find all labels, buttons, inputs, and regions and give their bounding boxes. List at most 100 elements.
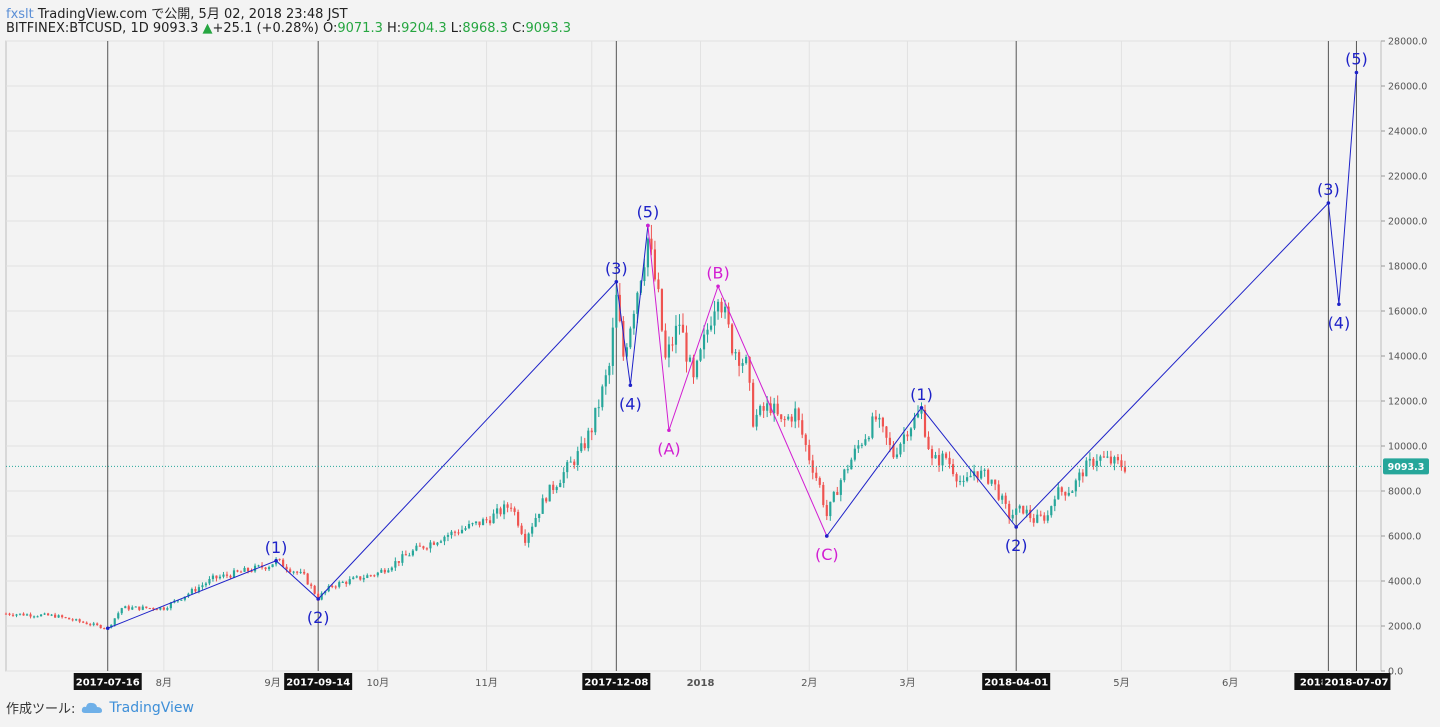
marker-date-label: 2018-04-01 (984, 678, 1048, 689)
candle-body (317, 593, 320, 600)
candle-body (808, 444, 811, 461)
candle-body (748, 356, 751, 383)
y-tick-label: 12000.0 (1388, 397, 1427, 408)
y-tick-label: 24000.0 (1388, 127, 1427, 138)
candle-body (632, 313, 635, 329)
candle-body (667, 344, 671, 358)
candle-body (194, 589, 197, 592)
wave_blue-point (105, 626, 110, 631)
candle-body (457, 532, 460, 534)
candle-body (927, 436, 930, 450)
candle-body (1064, 491, 1067, 496)
candle-body (611, 327, 614, 366)
y-tick-label: 26000.0 (1388, 82, 1427, 93)
y-tick-label: 6000.0 (1388, 532, 1421, 543)
candle-body (552, 484, 555, 491)
open-value: 9071.3 (337, 21, 383, 36)
wave_blue2-label: (2) (1005, 536, 1028, 555)
candle-body (881, 417, 885, 427)
candle-body (660, 289, 664, 331)
candle-body (657, 279, 660, 290)
candle-body (243, 567, 246, 572)
candle-body (257, 565, 260, 567)
candle-body (1022, 505, 1025, 514)
candle-body (958, 480, 962, 482)
candle-body (411, 550, 414, 556)
candle-body (1011, 514, 1014, 519)
marker-date-label: 2017-09-14 (286, 678, 350, 689)
candle-body (85, 622, 88, 625)
candle-body (78, 619, 81, 622)
candle-body (1018, 505, 1021, 509)
candle-body (155, 609, 158, 611)
candle-body (1071, 491, 1074, 493)
candle-body (1050, 506, 1053, 516)
candle-body (138, 606, 141, 610)
candle-body (734, 352, 737, 354)
candle-body (1099, 456, 1102, 461)
candle-body (569, 461, 572, 463)
last-price: 9093.3 (152, 21, 199, 36)
candle-body (888, 437, 892, 445)
candle-body (303, 571, 306, 574)
candle-body (75, 619, 78, 621)
x-month-label: 2018 (687, 678, 715, 689)
candle-body (776, 403, 779, 415)
wave_abc-point (646, 223, 650, 228)
candle-body (471, 523, 474, 525)
wave_abc-line (647, 225, 828, 537)
y-tick-label: 8000.0 (1388, 487, 1421, 498)
candle-body (422, 546, 425, 549)
candle-body (843, 469, 846, 481)
candle-body (211, 575, 215, 580)
ohlc-legend: BITFINEX:BTCUSD, 1D 9093.3 ▲+25.1 (+0.28… (6, 21, 571, 36)
price-chart[interactable]: 9093.3 (1) (2) (3) (4) (5) (A) (B) (C) (1) (2) (3)… (0, 0, 1440, 695)
marker-date-label: 2018-07-07 (1324, 678, 1388, 689)
candle-body (166, 608, 169, 610)
low-label: L: (450, 21, 463, 36)
marker-date-tag (284, 673, 353, 690)
candle-body (246, 567, 250, 572)
candle-body (1043, 515, 1046, 521)
candle-body (573, 461, 576, 465)
candle-body (874, 416, 877, 420)
x-axis[interactable]: 8月 9月 10月 11月 2018 2月 3月 5月 6月 2017-07-16 2017-09-… (73, 673, 1391, 690)
marker-date-tag (1322, 673, 1391, 690)
candle-body (43, 613, 46, 615)
y-axis[interactable]: 0.0 2000.0 4000.0 6000.0 8000.0 10000.0 12000.… (1381, 37, 1427, 678)
candle-body (590, 430, 593, 433)
candle-body (306, 573, 309, 585)
candle-body (951, 464, 955, 475)
candle-body (702, 334, 706, 350)
candle-body (54, 614, 57, 618)
candle-body (741, 363, 744, 366)
candle-body (1074, 480, 1077, 492)
y-tick-label: 20000.0 (1388, 217, 1427, 228)
wave_blue2-point (824, 534, 829, 538)
candle-body (885, 426, 888, 438)
y-tick-label: 0.0 (1388, 667, 1403, 678)
candle-body (267, 567, 271, 570)
candle-body (408, 555, 411, 557)
tradingview-brand[interactable]: TradingView (109, 699, 194, 716)
candle-body (629, 328, 632, 348)
candle-body (485, 519, 488, 521)
candle-body (583, 443, 586, 449)
candle-body (566, 462, 569, 473)
candle-body (404, 554, 407, 556)
candle-body (271, 564, 274, 568)
x-month-label: 11月 (475, 677, 498, 689)
candle-body (937, 455, 941, 466)
candle-body (71, 619, 74, 621)
publisher-username[interactable]: fxslt (6, 7, 34, 22)
up-arrow-icon: ▲ (202, 21, 213, 36)
candle-body (1008, 503, 1011, 519)
candle-body (738, 352, 741, 366)
candle-body (1109, 456, 1112, 464)
candle-body (331, 585, 334, 587)
candle-body (296, 571, 299, 573)
candle-body (176, 600, 179, 602)
candle-body (895, 454, 899, 458)
candle-body (1078, 472, 1081, 481)
candle-body (478, 521, 481, 526)
